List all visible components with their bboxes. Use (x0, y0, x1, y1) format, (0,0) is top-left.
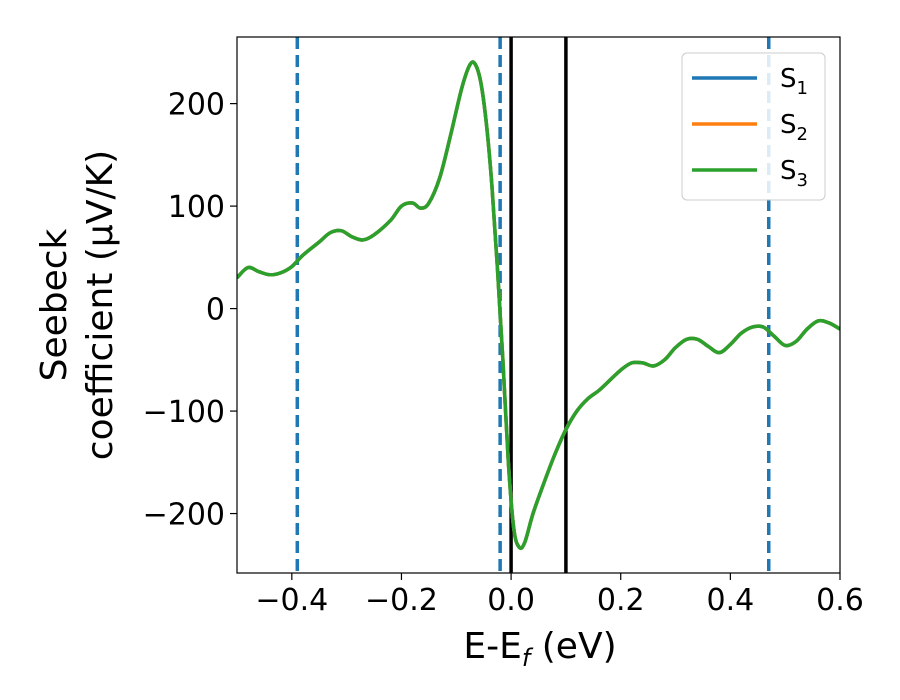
y-axis-label: Seebeck coefficient (μV/K) (34, 150, 121, 460)
x-axis-ticks: −0.4 −0.2 0.0 0.2 0.4 0.6 (255, 573, 864, 618)
legend-box (681, 52, 826, 201)
y-axis-ticks: −200 −100 0 100 200 (143, 88, 237, 533)
x-tick-label: 0.6 (816, 583, 864, 618)
x-tick-label: −0.4 (255, 583, 328, 618)
legend: S1 S2 S3 (681, 52, 826, 201)
y-axis-label-line1: Seebeck (34, 228, 75, 381)
x-tick-label: 0.2 (597, 583, 645, 618)
series-lines (237, 60, 840, 551)
y-tick-label: 0 (206, 293, 225, 328)
legend-label: S1 (780, 64, 808, 99)
legend-label: S2 (780, 110, 808, 145)
x-axis-label: E-Ef (eV) (463, 626, 616, 672)
y-axis-label-line2: coefficient (μV/K) (80, 150, 121, 460)
series-line-3 (237, 60, 840, 551)
x-axis-label-tail: (eV) (530, 626, 616, 667)
plot-frame (236, 36, 841, 574)
x-tick-label: −0.2 (365, 583, 438, 618)
y-tick-label: 100 (168, 190, 225, 225)
y-tick-label: −100 (143, 395, 225, 430)
x-tick-label: 0.0 (487, 583, 535, 618)
x-tick-label: 0.4 (707, 583, 755, 618)
y-tick-label: −200 (143, 498, 225, 533)
x-axis-label-main: E-E (463, 626, 521, 667)
y-tick-label: 200 (168, 88, 225, 123)
legend-label: S3 (780, 156, 808, 191)
